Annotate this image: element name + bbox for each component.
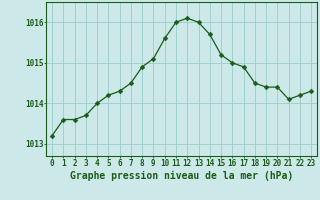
- X-axis label: Graphe pression niveau de la mer (hPa): Graphe pression niveau de la mer (hPa): [70, 171, 293, 181]
